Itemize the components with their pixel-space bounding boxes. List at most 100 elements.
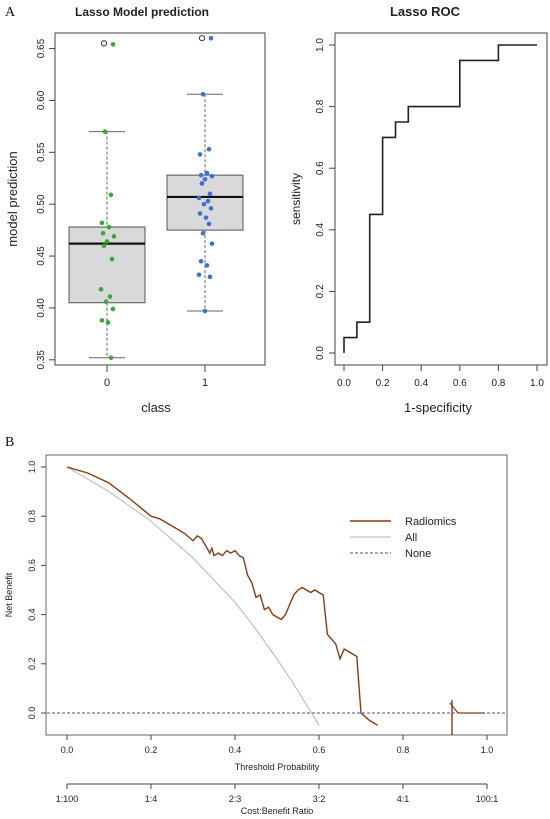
roc-x-tick-label: 0.8 <box>491 378 505 389</box>
dca-secondary-tick-label: 2:3 <box>229 794 242 804</box>
dca-x-tick-label: 0.2 <box>145 745 158 755</box>
boxplot-y-axis: 0.35 0.40 0.45 0.50 0.55 0.60 0.65 <box>36 38 55 370</box>
boxplot-points <box>98 35 215 361</box>
boxplot-point <box>196 195 202 201</box>
boxplot-frame <box>54 32 266 366</box>
boxplot-point <box>104 239 110 244</box>
boxplot-point <box>99 220 105 226</box>
legend-label-radiomics: Radiomics <box>405 516 457 528</box>
boxplot-x-axis: 0 1 <box>104 365 208 389</box>
dca-x-tick-label: 0.8 <box>397 745 410 755</box>
roc-x-tick-label: 0.0 <box>337 378 351 389</box>
boxplot-point <box>202 176 208 182</box>
roc-y-tick-label: 0.4 <box>315 222 326 236</box>
boxplot-point <box>101 243 107 248</box>
boxplot-point <box>108 192 114 198</box>
dca-x-tick-label: 1.0 <box>481 745 494 755</box>
boxplot-point <box>209 241 215 246</box>
boxplot-point <box>106 224 112 230</box>
boxplot-point <box>204 170 210 176</box>
dca-y-tick-label: 0.2 <box>27 658 37 671</box>
panel-label-a: A <box>5 5 16 20</box>
roc-curve <box>343 44 537 353</box>
dca-legend: Radiomics All None <box>350 516 457 560</box>
dca-secondary-tick-label: 1:4 <box>145 794 158 804</box>
dca-y-tick-label: 1.0 <box>27 461 37 474</box>
boxplot-point <box>98 286 104 292</box>
roc-y-label: sensitivity <box>289 173 303 225</box>
dca-y-label: Net Benefit <box>4 572 14 617</box>
boxplot-x-tick-label: 0 <box>104 377 110 389</box>
boxplot-point <box>99 318 105 323</box>
boxplot-outlier <box>100 40 108 47</box>
dca-secondary-tick-label: 100:1 <box>476 794 499 804</box>
dca-x-label: Threshold Probability <box>235 762 320 772</box>
boxplot-y-tick-label: 0.35 <box>36 350 47 370</box>
dca-radiomics-line <box>66 466 379 726</box>
boxplot-y-tick-label: 0.55 <box>36 142 47 162</box>
boxplot-x-label: class <box>141 400 171 415</box>
boxplot-point <box>204 263 210 268</box>
boxplot-point <box>207 191 213 197</box>
roc-x-tick-label: 0.6 <box>453 378 467 389</box>
panel-label-b: B <box>5 435 14 450</box>
boxplot-point <box>197 152 203 157</box>
dca-radiomics-tail <box>449 702 485 714</box>
boxplot-point <box>206 221 212 227</box>
roc-y-tick-label: 1.0 <box>315 38 326 52</box>
boxplot-point <box>103 299 109 305</box>
legend-label-all: All <box>405 532 417 544</box>
boxplot-point <box>110 42 116 47</box>
dca-frame <box>45 454 508 736</box>
boxplot-point <box>100 230 106 236</box>
boxplot-point <box>110 306 116 312</box>
dca-x-tick-label: 0.6 <box>313 745 326 755</box>
dca-x-tick-label: 0.0 <box>61 745 74 755</box>
dca-secondary-tick-label: 1:100 <box>56 794 79 804</box>
roc-x-tick-label: 0.2 <box>376 378 390 389</box>
boxplot-point <box>203 215 209 220</box>
boxplot-chart: Lasso Model prediction 0.35 0.40 0.45 0.50 0… <box>5 5 266 415</box>
boxplot-point <box>108 355 114 361</box>
roc-y-tick-label: 0.0 <box>315 346 326 360</box>
roc-title: Lasso ROC <box>390 4 461 19</box>
dca-axes: 0.0 0.0 0.2 0.2 0.4 0.4 0.6 0.6 0.8 0.8 1.0 1.0 <box>27 461 493 755</box>
dca-secondary-axis: 1:100 1:4 2:3 3:2 4:1 100:1 <box>56 783 499 804</box>
boxplot-y-tick-label: 0.40 <box>36 298 47 318</box>
boxplot-point <box>208 206 214 211</box>
boxplot-point <box>200 230 206 236</box>
dca-chart: 0.0 0.0 0.2 0.2 0.4 0.4 0.6 0.6 0.8 0.8 1.0 1.0 Rad… <box>4 454 508 816</box>
boxplot-point <box>196 272 202 278</box>
boxplot-point <box>207 274 213 280</box>
boxplot-point <box>198 258 204 264</box>
dca-all-line <box>66 466 320 726</box>
boxplot-boxes <box>68 35 244 359</box>
roc-y-tick-label: 0.6 <box>315 161 326 175</box>
legend-label-none: None <box>405 548 431 560</box>
roc-y-tick-label: 0.8 <box>315 99 326 113</box>
roc-frame <box>334 32 548 366</box>
boxplot-title: Lasso Model prediction <box>75 5 209 19</box>
boxplot-point <box>105 320 111 325</box>
boxplot-point <box>201 201 207 207</box>
dca-y-tick-label: 0.8 <box>27 510 37 523</box>
boxplot-point <box>107 294 113 299</box>
dca-secondary-tick-label: 4:1 <box>397 794 410 804</box>
dca-x-tick-label: 0.4 <box>229 745 242 755</box>
boxplot-point <box>209 173 215 179</box>
boxplot-point <box>199 181 205 186</box>
roc-y-tick-label: 0.2 <box>315 284 326 298</box>
boxplot-y-tick-label: 0.45 <box>36 246 47 266</box>
boxplot-point <box>111 234 117 239</box>
roc-x-tick-label: 1.0 <box>530 378 544 389</box>
boxplot-y-tick-label: 0.60 <box>36 90 47 110</box>
boxplot-y-label: model prediction <box>5 151 20 246</box>
boxplot-point <box>206 146 212 152</box>
dca-y-tick-label: 0.4 <box>27 608 37 621</box>
boxplot-point <box>109 256 115 262</box>
dca-secondary-tick-label: 3:2 <box>313 794 326 804</box>
boxplot-y-tick-label: 0.50 <box>36 194 47 214</box>
boxplot-point <box>205 198 211 204</box>
boxplot-point <box>202 308 208 314</box>
